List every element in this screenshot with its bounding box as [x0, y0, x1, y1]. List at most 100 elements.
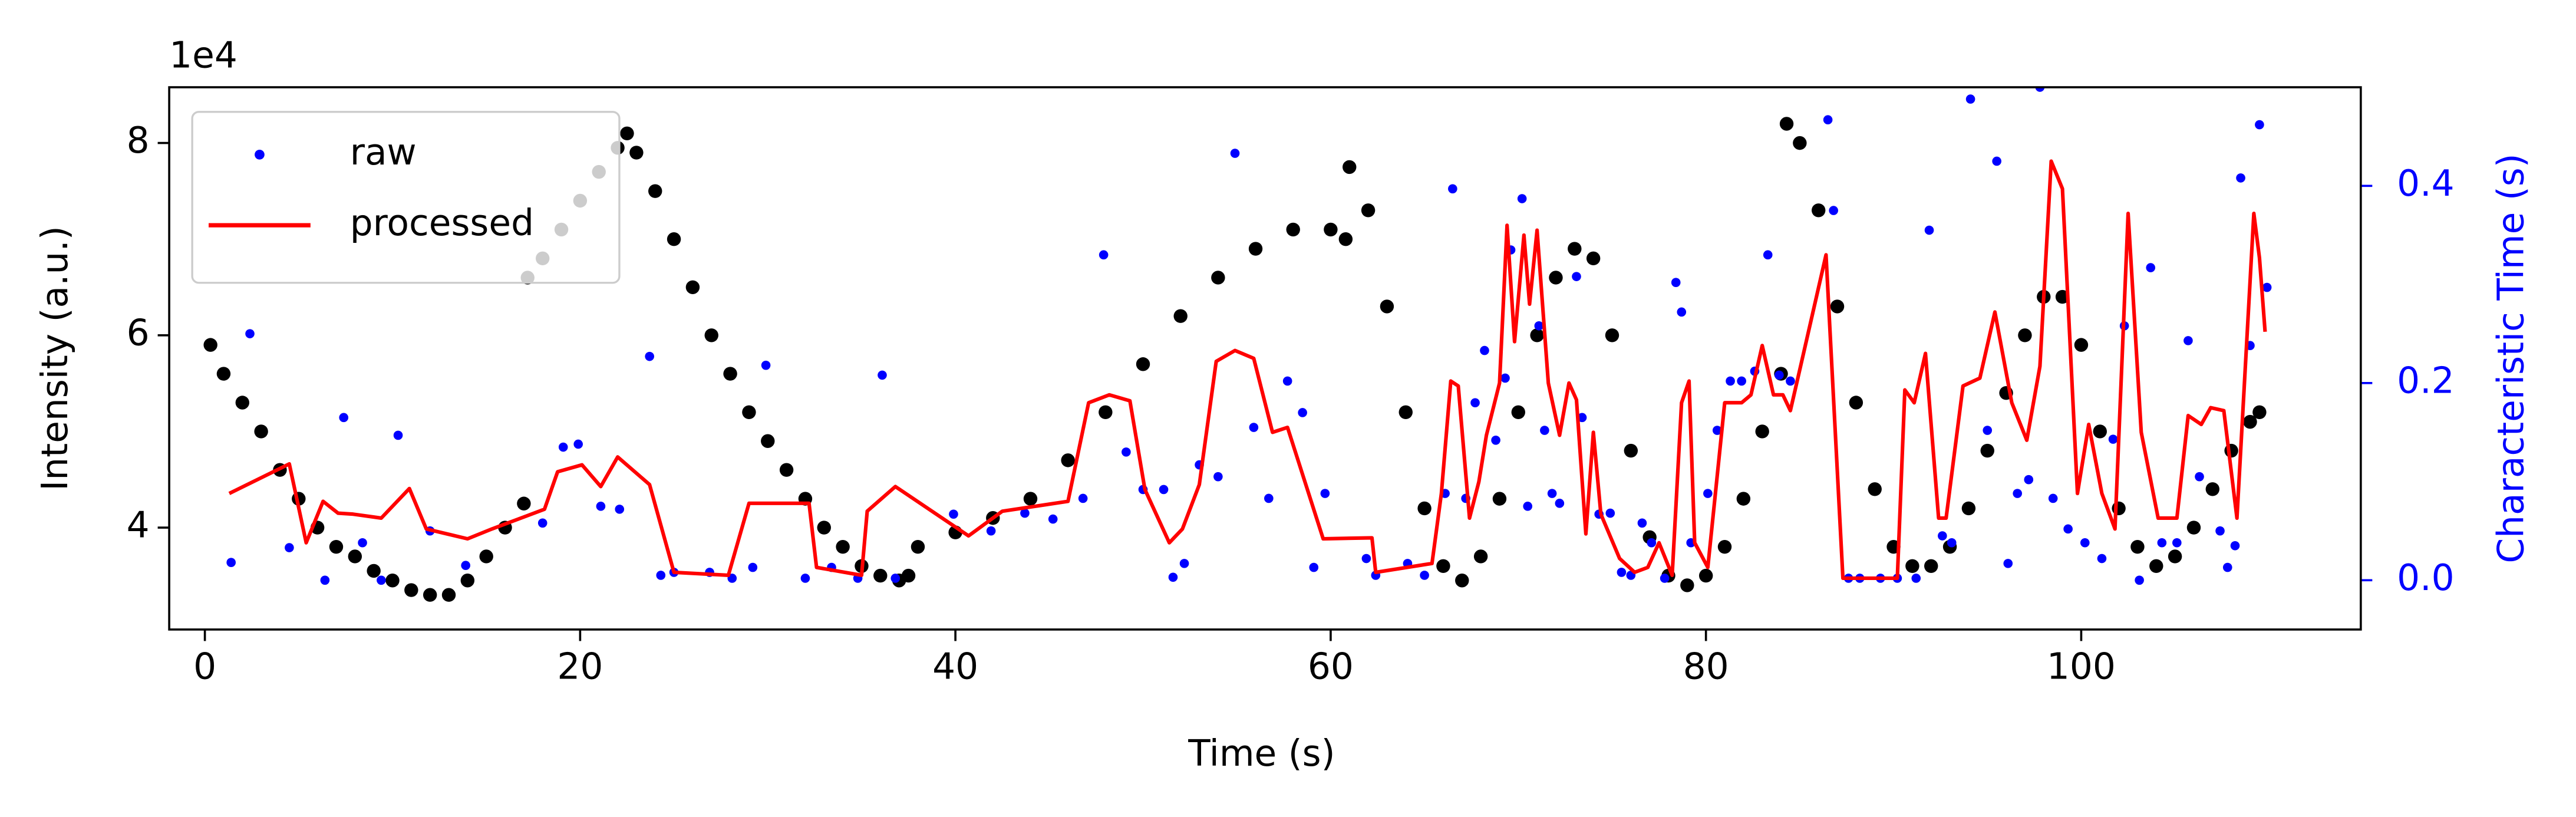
point [1249, 423, 1259, 432]
point [761, 360, 771, 370]
point [1868, 482, 1882, 496]
point [1380, 299, 1394, 314]
point [1230, 149, 1240, 158]
legend-label: raw [350, 131, 417, 173]
point [2215, 526, 2225, 536]
point [358, 538, 367, 548]
point [245, 329, 255, 338]
point [1361, 203, 1376, 218]
point [254, 424, 268, 439]
point [461, 561, 470, 571]
point [1605, 508, 1615, 518]
point [1473, 549, 1488, 564]
point [596, 502, 606, 511]
point [1911, 574, 1921, 583]
point [1555, 499, 1565, 508]
point [1568, 242, 1582, 256]
point [1779, 117, 1794, 131]
point [748, 562, 758, 572]
point [1983, 426, 1993, 435]
point [800, 574, 810, 583]
y2-axis-label: Characteristic Time (s) [2491, 153, 2532, 563]
point [1605, 328, 1620, 342]
point [1417, 501, 1432, 516]
point [1726, 376, 1735, 386]
point [2184, 336, 2193, 345]
point [1965, 94, 1975, 104]
point [1637, 518, 1647, 528]
y2-tick-label: 0.2 [2397, 360, 2455, 401]
point [1324, 222, 1338, 237]
point [1671, 278, 1681, 287]
point [1343, 160, 1357, 174]
point [1793, 136, 1807, 150]
point [1577, 413, 1587, 423]
point [1698, 568, 1713, 583]
point [2146, 263, 2156, 272]
point [656, 571, 666, 580]
point [393, 430, 403, 440]
point [1617, 568, 1627, 577]
point [2262, 282, 2272, 292]
point [1830, 299, 1845, 314]
point [320, 575, 330, 585]
point [1624, 443, 1638, 458]
point [1572, 272, 1581, 281]
point [1320, 489, 1330, 498]
point [558, 442, 568, 452]
point [1338, 232, 1353, 246]
point [761, 434, 775, 448]
point [1309, 562, 1319, 572]
point [1786, 376, 1795, 386]
point [1448, 184, 1457, 194]
point [1517, 194, 1527, 203]
point [1213, 472, 1223, 482]
point [2135, 575, 2144, 585]
point [1480, 345, 1489, 355]
x-tick-label: 40 [932, 645, 978, 687]
point [385, 574, 400, 588]
point [2063, 524, 2073, 534]
point [1647, 538, 1657, 548]
point [203, 338, 217, 352]
point [2074, 338, 2089, 352]
point [2236, 173, 2245, 183]
point [285, 543, 294, 552]
point [1660, 574, 1670, 583]
point [645, 351, 654, 361]
point [2230, 541, 2240, 551]
x-tick-label: 80 [1683, 645, 1729, 687]
point [667, 232, 681, 246]
point [329, 539, 344, 554]
point [2024, 475, 2034, 485]
point [2003, 559, 2013, 568]
point [779, 463, 794, 477]
point [742, 405, 756, 420]
point [235, 396, 250, 410]
point [423, 588, 437, 602]
point [648, 184, 662, 198]
point [1282, 376, 1292, 386]
point [1061, 453, 1075, 467]
point [2222, 562, 2232, 572]
point [2252, 405, 2267, 420]
point [1530, 328, 1544, 342]
point [1048, 514, 1058, 524]
point [1492, 492, 1507, 506]
point [1829, 206, 1838, 215]
point [1947, 538, 1957, 548]
point [1755, 424, 1769, 439]
point [1586, 251, 1601, 266]
point [1173, 309, 1188, 323]
point [1436, 559, 1450, 573]
point [367, 564, 381, 578]
point [2035, 87, 2045, 92]
point [1136, 357, 1150, 371]
point [1491, 435, 1500, 445]
point [1159, 485, 1169, 495]
point [2080, 538, 2090, 548]
point [1540, 426, 1549, 435]
point [986, 526, 996, 536]
